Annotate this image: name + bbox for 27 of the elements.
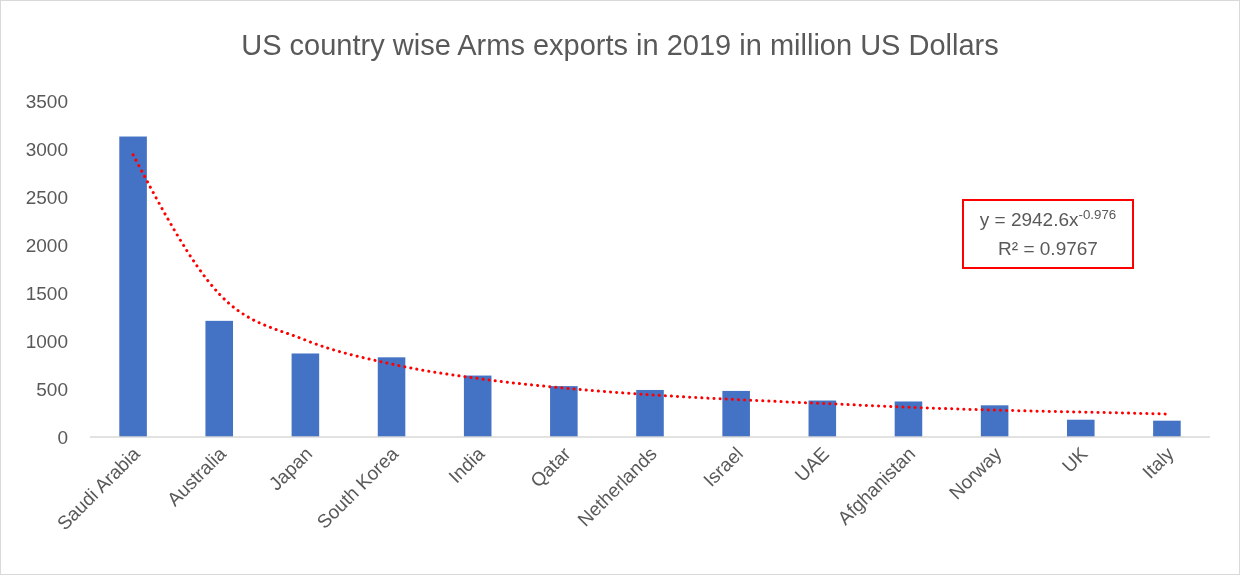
bar (119, 136, 147, 437)
y-tick-label: 3000 (25, 138, 68, 160)
bar (463, 375, 492, 437)
bar (894, 401, 923, 437)
y-tick-label: 3500 (25, 90, 68, 112)
bar (291, 353, 320, 437)
bar (1066, 419, 1095, 437)
chart-title: US country wise Arms exports in 2019 in million US Dollars (241, 29, 999, 61)
y-tick-label: 500 (36, 378, 68, 400)
line-series (131, 153, 1169, 416)
y-tick-label: 0 (57, 426, 68, 448)
bar (808, 400, 837, 437)
annotation: y = 2942.6x$^{-0.976}$ (979, 206, 1117, 230)
x-tick-label: UK (1058, 442, 1092, 477)
bar (980, 405, 1009, 437)
bar (722, 390, 750, 437)
bar (377, 357, 406, 437)
y-tick-label: 1000 (25, 330, 68, 352)
y-tick-label: 1500 (25, 282, 68, 304)
y-tick-label: 2000 (25, 234, 68, 256)
x-tick-label: Italy (1138, 442, 1179, 483)
bar (636, 389, 664, 437)
bar (205, 320, 234, 437)
y-tick-label: 2500 (25, 186, 68, 208)
bar (1153, 420, 1181, 437)
bar (550, 386, 578, 437)
annotation: R² = 0.9767 (998, 238, 1098, 259)
